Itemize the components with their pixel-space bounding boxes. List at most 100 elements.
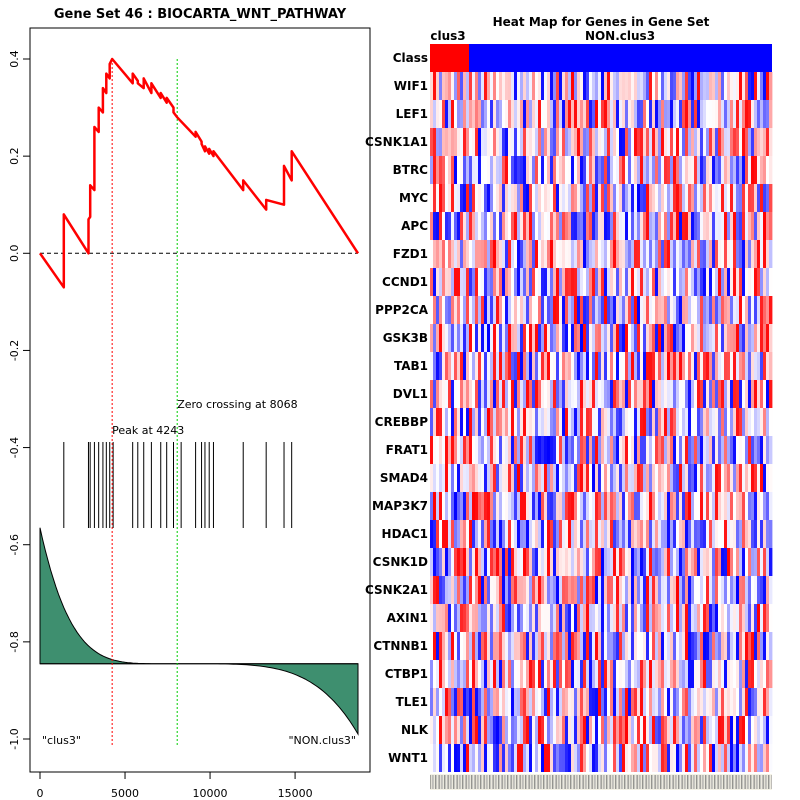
heatmap-cell bbox=[610, 576, 614, 604]
heatmap-cell bbox=[520, 408, 524, 436]
heatmap-cell bbox=[634, 380, 638, 408]
heatmap-cell bbox=[610, 744, 614, 772]
heatmap-cell bbox=[577, 632, 581, 660]
heatmap-cell bbox=[676, 212, 680, 240]
heatmap-cell bbox=[679, 688, 683, 716]
heatmap-cell bbox=[640, 184, 644, 212]
heatmap-cell bbox=[553, 268, 557, 296]
heatmap-cell bbox=[640, 632, 644, 660]
heatmap-cell bbox=[670, 352, 674, 380]
heatmap-cell bbox=[709, 408, 713, 436]
heatmap-cell bbox=[742, 352, 746, 380]
heatmap-cell bbox=[688, 632, 692, 660]
heatmap-cell bbox=[562, 156, 566, 184]
heatmap-cell bbox=[532, 268, 536, 296]
heatmap-cell bbox=[565, 688, 569, 716]
heatmap-cell bbox=[619, 744, 623, 772]
heatmap-cell bbox=[457, 296, 461, 324]
heatmap-cell bbox=[475, 604, 479, 632]
heatmap-cell bbox=[541, 212, 545, 240]
heatmap-cell bbox=[646, 688, 650, 716]
heatmap-cell bbox=[763, 492, 767, 520]
heatmap-cell bbox=[736, 604, 740, 632]
heatmap-cell bbox=[742, 688, 746, 716]
heatmap-cell bbox=[745, 184, 749, 212]
heatmap-cell bbox=[526, 548, 530, 576]
heatmap-cell bbox=[616, 100, 620, 128]
heatmap-cell bbox=[523, 688, 527, 716]
heatmap-cell bbox=[652, 632, 656, 660]
heatmap-cell bbox=[700, 408, 704, 436]
heatmap-cell bbox=[475, 296, 479, 324]
heatmap-cell bbox=[526, 184, 530, 212]
heatmap-cell bbox=[544, 352, 548, 380]
heatmap-cell bbox=[685, 100, 689, 128]
heatmap-cell bbox=[694, 156, 698, 184]
heatmap-cell bbox=[625, 212, 629, 240]
heatmap-cell bbox=[625, 660, 629, 688]
heatmap-cell bbox=[604, 296, 608, 324]
heatmap-cell bbox=[631, 632, 635, 660]
heatmap-cell bbox=[661, 296, 665, 324]
heatmap-cell bbox=[652, 156, 656, 184]
heatmap-cell bbox=[592, 464, 596, 492]
heatmap-cell bbox=[745, 492, 749, 520]
heatmap-cell bbox=[697, 156, 701, 184]
heatmap-cell bbox=[625, 380, 629, 408]
heatmap-cell bbox=[742, 240, 746, 268]
heatmap-cell bbox=[700, 492, 704, 520]
heatmap-cell bbox=[493, 324, 497, 352]
heatmap-cell bbox=[475, 436, 479, 464]
heatmap-cell bbox=[724, 184, 728, 212]
heatmap-cell bbox=[664, 492, 668, 520]
heatmap-cell bbox=[619, 520, 623, 548]
heatmap-cell bbox=[559, 156, 563, 184]
heatmap-cell bbox=[490, 184, 494, 212]
heatmap-cell bbox=[676, 688, 680, 716]
heatmap-cell bbox=[652, 716, 656, 744]
heatmap-cell bbox=[466, 352, 470, 380]
heatmap-cell bbox=[511, 156, 515, 184]
heatmap-cell bbox=[715, 184, 719, 212]
heatmap-cell bbox=[640, 128, 644, 156]
heatmap-cell bbox=[514, 464, 518, 492]
heatmap-cell bbox=[643, 324, 647, 352]
heatmap-cell bbox=[652, 688, 656, 716]
gene-label: TLE1 bbox=[396, 695, 428, 709]
heatmap-cell bbox=[754, 324, 758, 352]
heatmap-cell bbox=[733, 716, 737, 744]
heatmap-cell bbox=[562, 520, 566, 548]
heatmap-cell bbox=[529, 688, 533, 716]
heatmap-cell bbox=[745, 352, 749, 380]
gene-label: CSNK1D bbox=[373, 555, 428, 569]
heatmap-cell bbox=[481, 268, 485, 296]
heatmap-cell bbox=[439, 324, 443, 352]
gene-label: DVL1 bbox=[393, 387, 428, 401]
heatmap-cell bbox=[607, 744, 611, 772]
heatmap-cell bbox=[445, 520, 449, 548]
heatmap-cell bbox=[694, 408, 698, 436]
heatmap-cell bbox=[637, 632, 641, 660]
heatmap-cell bbox=[673, 688, 677, 716]
heatmap-cell bbox=[643, 380, 647, 408]
heatmap-cell bbox=[493, 576, 497, 604]
heatmap-cell bbox=[451, 128, 455, 156]
heatmap-cell bbox=[505, 688, 509, 716]
heatmap-cell bbox=[466, 520, 470, 548]
heatmap-cell bbox=[544, 688, 548, 716]
heatmap-cell bbox=[670, 604, 674, 632]
heatmap-cell bbox=[595, 548, 599, 576]
heatmap-row bbox=[430, 296, 773, 324]
heatmap-cell bbox=[673, 548, 677, 576]
heatmap-cell bbox=[688, 660, 692, 688]
heatmap-cell bbox=[709, 520, 713, 548]
heatmap-cell bbox=[727, 408, 731, 436]
heatmap-cell bbox=[727, 380, 731, 408]
heatmap-cell bbox=[571, 520, 575, 548]
heatmap-cell bbox=[637, 296, 641, 324]
heatmap-cell bbox=[559, 688, 563, 716]
heatmap-cell bbox=[544, 212, 548, 240]
heatmap-cell bbox=[511, 128, 515, 156]
heatmap-cell bbox=[565, 184, 569, 212]
